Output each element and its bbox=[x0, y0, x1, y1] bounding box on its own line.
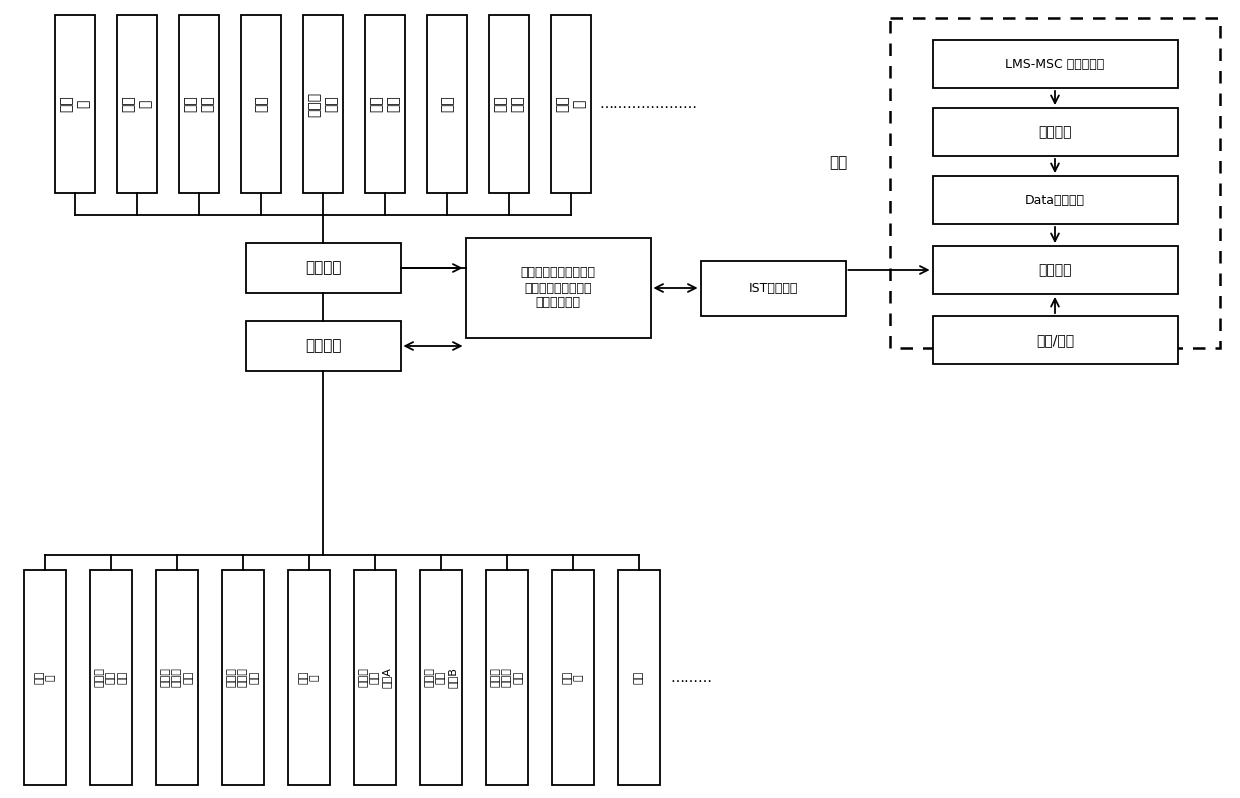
Text: 试验样件: 试验样件 bbox=[305, 260, 341, 275]
FancyBboxPatch shape bbox=[303, 15, 343, 193]
FancyBboxPatch shape bbox=[489, 15, 529, 193]
FancyBboxPatch shape bbox=[288, 570, 330, 785]
Text: 前副车
架固定
部件: 前副车 架固定 部件 bbox=[160, 668, 193, 687]
Text: 实测: 实测 bbox=[828, 156, 847, 171]
Text: 减震
器: 减震 器 bbox=[122, 96, 153, 113]
FancyBboxPatch shape bbox=[353, 570, 396, 785]
FancyBboxPatch shape bbox=[701, 260, 846, 315]
Text: 作动器组件（作动器、
托载部件、作动器安
装架、皮带）: 作动器组件（作动器、 托载部件、作动器安 装架、皮带） bbox=[521, 267, 595, 310]
Text: 横向
稳定: 横向 稳定 bbox=[494, 96, 525, 113]
FancyBboxPatch shape bbox=[156, 570, 198, 785]
Text: 向盘
总成: 向盘 总成 bbox=[370, 96, 401, 113]
FancyBboxPatch shape bbox=[91, 570, 131, 785]
FancyBboxPatch shape bbox=[241, 15, 281, 193]
FancyBboxPatch shape bbox=[246, 243, 401, 293]
FancyBboxPatch shape bbox=[932, 40, 1178, 88]
FancyBboxPatch shape bbox=[932, 246, 1178, 294]
Text: 座椅: 座椅 bbox=[634, 671, 644, 684]
FancyBboxPatch shape bbox=[222, 570, 264, 785]
Text: 减震器
固定
部件: 减震器 固定 部件 bbox=[94, 668, 128, 687]
FancyBboxPatch shape bbox=[618, 570, 660, 785]
Text: 摆臂: 摆臂 bbox=[440, 96, 454, 113]
FancyBboxPatch shape bbox=[551, 15, 591, 193]
FancyBboxPatch shape bbox=[420, 570, 463, 785]
Text: 实验台架: 实验台架 bbox=[305, 338, 341, 354]
Text: 铁地
板: 铁地 板 bbox=[35, 671, 56, 684]
Text: 转向管
柱夹紧
部件: 转向管 柱夹紧 部件 bbox=[490, 668, 523, 687]
FancyBboxPatch shape bbox=[932, 176, 1178, 224]
Text: 轮胎: 轮胎 bbox=[254, 96, 268, 113]
Text: 转向器
固定
部件A: 转向器 固定 部件A bbox=[358, 667, 392, 688]
Text: 道路试验: 道路试验 bbox=[1038, 125, 1071, 139]
FancyBboxPatch shape bbox=[246, 321, 401, 371]
FancyBboxPatch shape bbox=[55, 15, 95, 193]
Text: …………………: ………………… bbox=[599, 97, 697, 111]
FancyBboxPatch shape bbox=[552, 570, 594, 785]
FancyBboxPatch shape bbox=[427, 15, 467, 193]
Text: 连接
杆: 连接 杆 bbox=[556, 96, 587, 113]
Text: 后副车
架固定
部件: 后副车 架固定 部件 bbox=[227, 668, 259, 687]
Text: IST控制系统: IST控制系统 bbox=[748, 282, 797, 294]
Text: 副车
架: 副车 架 bbox=[60, 96, 91, 113]
Text: 电脑控制: 电脑控制 bbox=[1038, 263, 1071, 277]
Text: 随机/迭代: 随机/迭代 bbox=[1035, 333, 1074, 347]
FancyBboxPatch shape bbox=[24, 570, 66, 785]
FancyBboxPatch shape bbox=[465, 238, 651, 338]
FancyBboxPatch shape bbox=[179, 15, 219, 193]
FancyBboxPatch shape bbox=[117, 15, 157, 193]
Text: LMS-MSC 六分力设备: LMS-MSC 六分力设备 bbox=[1006, 57, 1105, 70]
Text: 试验
台: 试验 台 bbox=[298, 671, 320, 684]
FancyBboxPatch shape bbox=[932, 108, 1178, 156]
Text: 转向器
固定
部件B: 转向器 固定 部件B bbox=[424, 667, 458, 688]
Text: 龙门
架: 龙门 架 bbox=[562, 671, 584, 684]
Text: 转向器
及方: 转向器 及方 bbox=[308, 92, 339, 117]
Text: 制动
鼓总: 制动 鼓总 bbox=[184, 96, 215, 113]
Text: Data（路谱）: Data（路谱） bbox=[1025, 193, 1085, 207]
FancyBboxPatch shape bbox=[932, 316, 1178, 364]
FancyBboxPatch shape bbox=[365, 15, 405, 193]
FancyBboxPatch shape bbox=[486, 570, 528, 785]
Text: ………: ……… bbox=[670, 670, 712, 685]
